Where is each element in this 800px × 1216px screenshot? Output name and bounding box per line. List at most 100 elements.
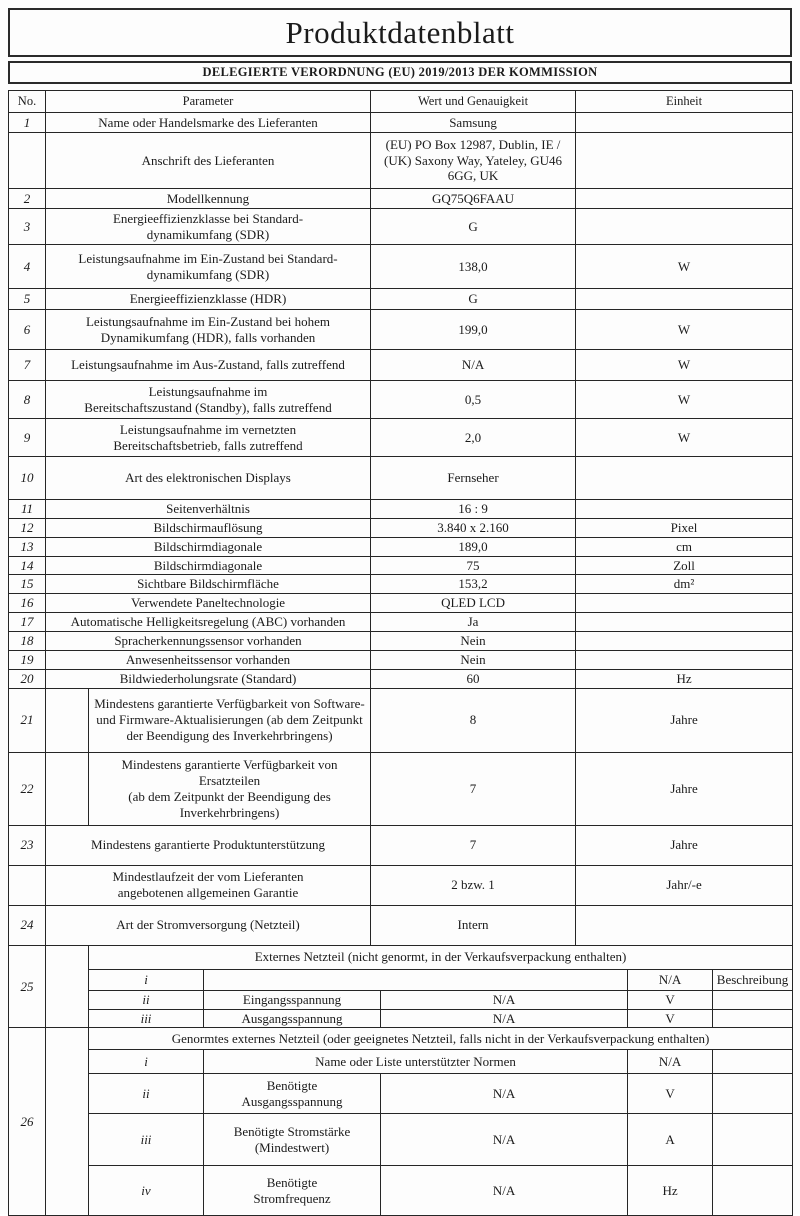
cell-value: N/A: [380, 1008, 629, 1029]
cell-unit: [575, 631, 794, 651]
cell-unit: V: [627, 1073, 714, 1115]
cell-parameter: Eingangsspannung: [202, 989, 382, 1010]
row-number: [8, 864, 46, 906]
cell-parameter: Bildwiederholungsrate (Standard): [44, 668, 372, 689]
row-number: 21: [8, 687, 46, 753]
cell-unit: [575, 649, 794, 670]
cell-value: Ja: [370, 612, 577, 633]
cell-unit: Hz: [575, 668, 794, 689]
cell-unit: Jahre: [575, 687, 794, 753]
row-number: 9: [8, 418, 46, 457]
table-row: ii Eingangsspannung N/A V: [9, 989, 794, 1010]
sub-row-index: i: [88, 968, 204, 991]
cell-unit: [575, 208, 794, 245]
cell-value: G: [370, 288, 577, 310]
table-row: 19 Anwesenheitssensor vorhanden Nein: [8, 649, 794, 670]
cell-unit: cm: [575, 536, 794, 557]
table-row: 17 Automatische Helligkeitsregelung (ABC)…: [8, 612, 794, 633]
cell-parameter: Automatische Helligkeitsregelung (ABC) v…: [44, 612, 372, 633]
cell-unit: N/A: [627, 1049, 714, 1075]
table-row: 23 Mindestens garantierte Produktunterstü…: [8, 824, 794, 866]
cell-value: 16 : 9: [370, 499, 577, 519]
cell-unit: W: [575, 349, 794, 381]
cell-parameter: Name oder Handelsmarke des Lieferanten: [44, 112, 372, 133]
table-row: 16 Verwendete Paneltechnologie QLED LCD: [8, 593, 794, 614]
sub-row-index: iv: [88, 1165, 204, 1216]
table-row: 14 Bildschirmdiagonale 75 Zoll: [8, 555, 794, 576]
cell-unit: [575, 499, 794, 519]
cell-value: N/A: [380, 1165, 629, 1216]
header-row: No. Parameter Wert und Genauigkeit Einhe…: [8, 90, 794, 113]
cell-value: 199,0: [370, 309, 577, 350]
cell-parameter: Bildschirmdiagonale: [44, 555, 372, 576]
cell-value: GQ75Q6FAAU: [370, 188, 577, 209]
row-number-spacer: [45, 944, 89, 1029]
row-number: 1: [8, 112, 46, 133]
table-row: 5 Energieeffizienzklasse (HDR) G: [8, 288, 794, 310]
table-row: 12 Bildschirmauflösung 3.840 x 2.160 Pixel: [8, 517, 794, 538]
cell-value: 7: [370, 824, 577, 866]
table-row: 3 Energieeffizienzklasse bei Standard- dy…: [8, 208, 794, 245]
table-row: 10 Art des elektronischen Displays Fernseh…: [8, 456, 794, 500]
row-number: 16: [8, 593, 46, 614]
row-number: 6: [8, 309, 46, 350]
cell-parameter: Leistungsaufnahme im vernetzten Bereitsc…: [44, 418, 372, 457]
table-row: 6 Leistungsaufnahme im Ein-Zustand bei ho…: [8, 309, 794, 350]
table-row: 24 Art der Stromversorgung (Netzteil) Inte…: [8, 904, 794, 946]
page-title: Produktdatenblatt: [285, 14, 515, 50]
row-number: 10: [8, 456, 46, 500]
row-number-spacer: [45, 1027, 89, 1216]
row-number: 8: [8, 380, 46, 419]
cell-value: 189,0: [370, 536, 577, 557]
cell-value: (EU) PO Box 12987, Dublin, IE / (UK) Sax…: [370, 132, 577, 189]
cell-parameter: Modellkennung: [44, 188, 372, 209]
cell-value: G: [370, 208, 577, 245]
row-number: 11: [8, 499, 46, 519]
table-row: i N/A Beschreibung: [9, 968, 794, 991]
cell-parameter: Benötigte Stromstärke (Mindestwert): [202, 1113, 382, 1167]
cell-unit: W: [575, 244, 794, 289]
cell-unit: V: [627, 989, 714, 1010]
cell-parameter: Benötigte Ausgangsspannung: [202, 1073, 382, 1115]
cell-value: Fernseher: [370, 456, 577, 500]
sub-row-index: ii: [88, 1073, 204, 1115]
table-row: 7 Leistungsaufnahme im Aus-Zustand, falls…: [8, 349, 794, 381]
datasheet-body: 1 Name oder Handelsmarke des Lieferanten S…: [8, 112, 794, 1216]
cell-value: 2,0: [370, 418, 577, 457]
row-number-spacer: [45, 751, 89, 826]
cell-description: [712, 1113, 794, 1167]
table-row: 21 Mindestens garantierte Verfügbarkeit v…: [8, 687, 794, 753]
row-number: 12: [8, 517, 46, 538]
cell-value: Intern: [370, 904, 577, 946]
cell-value: Samsung: [370, 112, 577, 133]
row-number: 2: [8, 188, 46, 209]
cell-unit: A: [627, 1113, 714, 1167]
section-header-row: 25 Externes Netzteil (nicht genormt, in d…: [8, 944, 794, 1029]
section-header-label: Genormtes externes Netzteil (oder geeign…: [87, 1027, 794, 1051]
cell-description: [712, 989, 794, 1010]
cell-unit: W: [575, 309, 794, 350]
cell-parameter: Leistungsaufnahme im Ein-Zustand bei Sta…: [44, 244, 372, 289]
regulation-subtitle-box: DELEGIERTE VERORDNUNG (EU) 2019/2013 DER…: [8, 61, 792, 84]
cell-parameter: Sichtbare Bildschirmfläche: [44, 574, 372, 595]
cell-value: Nein: [370, 649, 577, 670]
cell-value: 7: [370, 751, 577, 826]
row-number: 25: [8, 944, 46, 1029]
cell-parameter: Art der Stromversorgung (Netzteil): [44, 904, 372, 946]
cell-value: 8: [370, 687, 577, 753]
cell-unit: [575, 456, 794, 500]
cell-parameter: Leistungsaufnahme im Ein-Zustand bei hoh…: [44, 309, 372, 350]
cell-value: 0,5: [370, 380, 577, 419]
cell-parameter: Benötigte Stromfrequenz: [202, 1165, 382, 1216]
table-row: 13 Bildschirmdiagonale 189,0 cm: [8, 536, 794, 557]
row-number: 20: [8, 668, 46, 689]
table-row: i Name oder Liste unterstützter Normen N/A: [9, 1049, 794, 1075]
table-row: iii Ausgangsspannung N/A V: [9, 1008, 794, 1029]
table-row: 9 Leistungsaufnahme im vernetzten Bereits…: [8, 418, 794, 457]
cell-unit: [575, 112, 794, 133]
cell-value: 153,2: [370, 574, 577, 595]
cell-parameter: Mindestlaufzeit der vom Lieferanten ange…: [44, 864, 372, 906]
table-row: 22 Mindestens garantierte Verfügbarkeit v…: [8, 751, 794, 826]
cell-unit: [575, 904, 794, 946]
cell-value: 3.840 x 2.160: [370, 517, 577, 538]
